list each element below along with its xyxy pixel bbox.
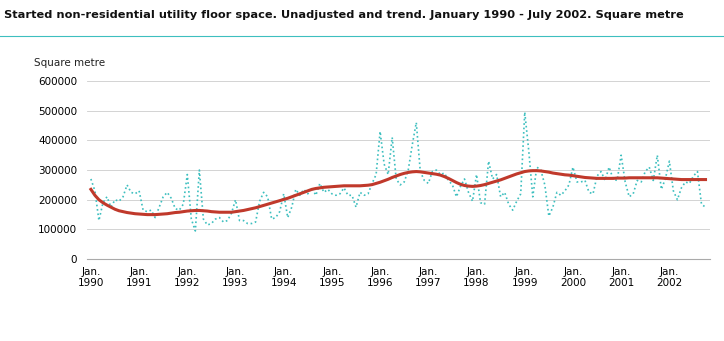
- Non-residential utility floor space, trend: [701, 178, 710, 182]
- Non-residential utility floor space, unadjusted: [597, 169, 605, 174]
- Text: Started non-residential utility floor space. Unadjusted and trend. January 1990 : Started non-residential utility floor sp…: [4, 10, 683, 20]
- Non-residential utility floor space, trend: [480, 182, 489, 187]
- Non-residential utility floor space, unadjusted: [303, 192, 312, 196]
- Non-residential utility floor space, unadjusted: [191, 229, 200, 233]
- Non-residential utility floor space, trend: [529, 168, 537, 173]
- Non-residential utility floor space, unadjusted: [308, 186, 316, 190]
- Non-residential utility floor space, unadjusted: [480, 202, 489, 206]
- Non-residential utility floor space, trend: [87, 187, 96, 191]
- Non-residential utility floor space, unadjusted: [552, 190, 561, 194]
- Text: Square metre: Square metre: [34, 58, 105, 68]
- Non-residential utility floor space, unadjusted: [521, 110, 529, 114]
- Non-residential utility floor space, trend: [143, 212, 151, 217]
- Non-residential utility floor space, trend: [597, 176, 605, 180]
- Non-residential utility floor space, unadjusted: [701, 205, 710, 209]
- Non-residential utility floor space, unadjusted: [87, 177, 96, 181]
- Non-residential utility floor space, trend: [303, 189, 312, 193]
- Non-residential utility floor space, trend: [620, 176, 629, 180]
- Line: Non-residential utility floor space, trend: Non-residential utility floor space, tre…: [91, 170, 705, 214]
- Non-residential utility floor space, unadjusted: [620, 180, 629, 184]
- Non-residential utility floor space, trend: [552, 172, 561, 176]
- Line: Non-residential utility floor space, unadjusted: Non-residential utility floor space, una…: [91, 112, 705, 231]
- Non-residential utility floor space, trend: [308, 187, 316, 191]
